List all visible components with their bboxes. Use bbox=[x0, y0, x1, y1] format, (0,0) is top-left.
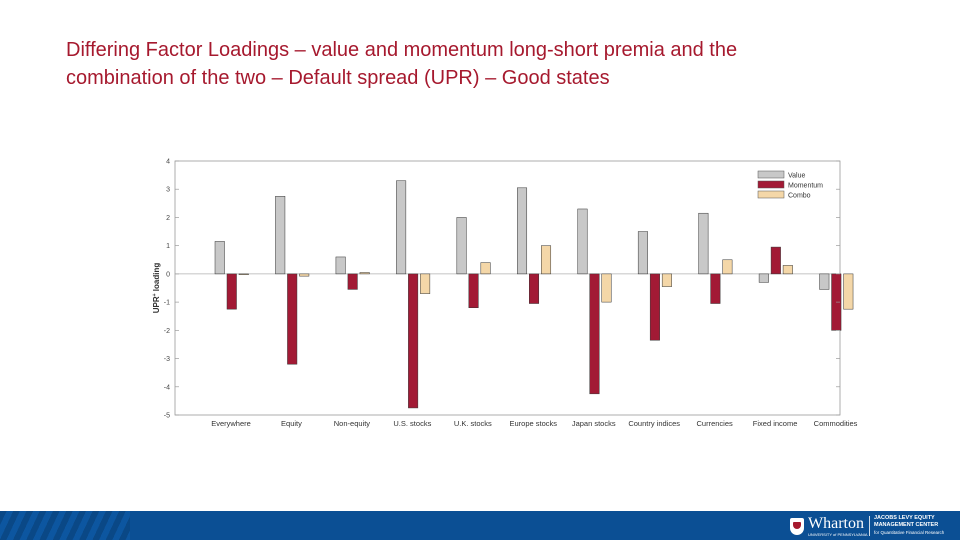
legend: Value Momentum Combo bbox=[756, 169, 828, 201]
y-axis-label: UPR+ loading bbox=[152, 263, 161, 314]
footer-bar bbox=[0, 511, 960, 540]
wharton-logo-subtext: UNIVERSITY of PENNSYLVANIA bbox=[808, 532, 868, 537]
y-tick-label: 1 bbox=[166, 243, 170, 250]
bar-combo-6 bbox=[601, 273, 612, 303]
bar-value-8 bbox=[698, 212, 709, 275]
bar-combo-1 bbox=[299, 273, 310, 277]
x-category-label: Country indices bbox=[628, 419, 680, 428]
bar-value-2 bbox=[335, 256, 346, 275]
y-tick-label: 3 bbox=[166, 187, 170, 194]
bar-momentum-3 bbox=[408, 273, 419, 409]
bar-combo-3 bbox=[420, 273, 431, 294]
bar-momentum-5 bbox=[529, 273, 540, 304]
x-category-label: Fixed income bbox=[753, 419, 798, 428]
bar-value-0 bbox=[214, 241, 225, 275]
bar-value-6 bbox=[577, 208, 588, 275]
slide-title: Differing Factor Loadings – value and mo… bbox=[66, 36, 926, 92]
bar-value-5 bbox=[517, 187, 528, 275]
bar-value-10 bbox=[819, 273, 830, 290]
y-axis-label-suffix: loading bbox=[152, 263, 161, 292]
center-name-line-3: for Quantitative Financial Research bbox=[874, 530, 945, 535]
x-category-label: Currencies bbox=[697, 419, 734, 428]
bar-combo-7 bbox=[661, 273, 672, 287]
bar-value-4 bbox=[456, 217, 467, 275]
bar-combo-5 bbox=[541, 245, 552, 275]
y-tick-label: 0 bbox=[166, 271, 170, 278]
legend-label-combo: Combo bbox=[788, 193, 811, 200]
y-tick-label: -1 bbox=[164, 300, 170, 307]
legend-label-value: Value bbox=[788, 173, 805, 180]
y-tick-label: -3 bbox=[164, 356, 170, 363]
footer-stripe-pattern bbox=[0, 511, 130, 540]
y-tick-label: 4 bbox=[166, 159, 170, 166]
wharton-logo-text: Wharton bbox=[808, 515, 864, 532]
bar-combo-10 bbox=[843, 273, 854, 310]
legend-swatch-momentum bbox=[757, 180, 785, 189]
y-tick-label: 2 bbox=[166, 215, 170, 222]
x-category-label: U.K. stocks bbox=[454, 419, 492, 428]
bar-value-1 bbox=[275, 196, 286, 275]
bar-combo-4 bbox=[480, 262, 491, 275]
bar-momentum-7 bbox=[649, 273, 660, 341]
legend-label-momentum: Momentum bbox=[788, 183, 823, 190]
bar-momentum-9 bbox=[770, 246, 781, 275]
bar-momentum-8 bbox=[710, 273, 721, 304]
slide-title-line-2: combination of the two – Default spread … bbox=[66, 67, 610, 89]
y-axis-label-main: UPR bbox=[152, 296, 161, 313]
bar-value-3 bbox=[396, 180, 407, 275]
bar-combo-8 bbox=[722, 259, 733, 275]
bar-momentum-0 bbox=[226, 273, 237, 310]
bar-combo-9 bbox=[782, 265, 793, 275]
bar-combo-2 bbox=[359, 272, 370, 275]
x-category-label: Non-equity bbox=[334, 419, 371, 428]
center-name-line-1: JACOBS LEVY EQUITY bbox=[874, 515, 935, 521]
legend-swatch-value bbox=[757, 170, 785, 179]
y-tick-label: -5 bbox=[164, 413, 170, 420]
x-category-label: Commodities bbox=[814, 419, 858, 428]
center-name-line-2: MANAGEMENT CENTER bbox=[874, 522, 939, 528]
x-category-label: Equity bbox=[281, 419, 302, 428]
bar-value-9 bbox=[758, 273, 769, 283]
y-tick-label: -2 bbox=[164, 328, 170, 335]
bar-value-7 bbox=[637, 231, 648, 275]
x-category-label: Japan stocks bbox=[572, 419, 616, 428]
x-category-label: Europe stocks bbox=[510, 419, 558, 428]
logo-divider bbox=[869, 516, 870, 536]
bar-momentum-6 bbox=[589, 273, 600, 395]
plot-frame bbox=[174, 160, 841, 416]
x-category-label: U.S. stocks bbox=[393, 419, 431, 428]
y-tick-label: -4 bbox=[164, 384, 170, 391]
wharton-shield-icon bbox=[790, 518, 804, 535]
bar-momentum-4 bbox=[468, 273, 479, 309]
legend-swatch-combo bbox=[757, 190, 785, 199]
x-category-label: Everywhere bbox=[211, 419, 251, 428]
y-axis-label-superscript: + bbox=[152, 293, 158, 296]
bar-momentum-2 bbox=[347, 273, 358, 290]
slide-title-line-1: Differing Factor Loadings – value and mo… bbox=[66, 39, 738, 61]
bar-momentum-1 bbox=[287, 273, 298, 365]
bar-combo-0 bbox=[238, 273, 249, 275]
